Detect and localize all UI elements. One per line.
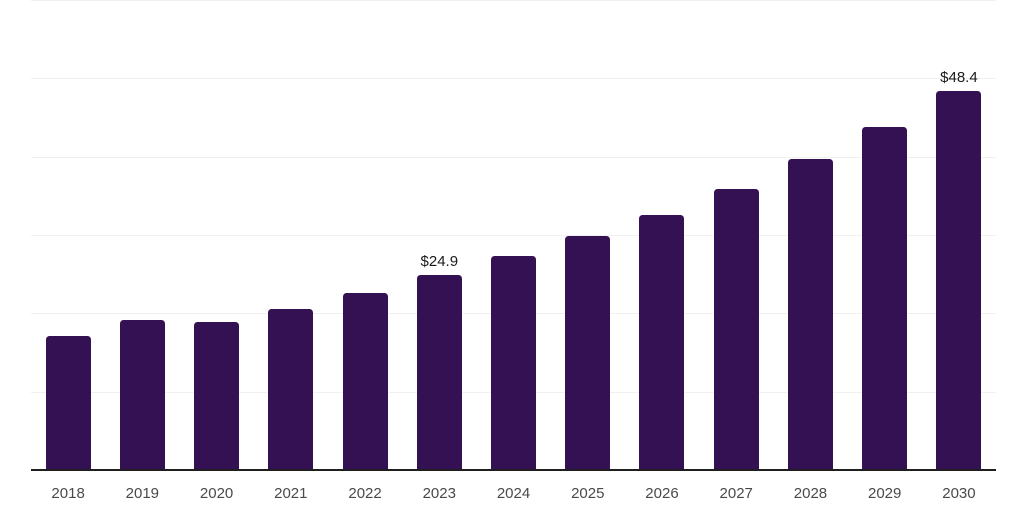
bar-slot-2021 <box>254 0 328 470</box>
bar-2018[interactable] <box>45 336 91 470</box>
x-tick-2018: 2018 <box>51 485 85 502</box>
bar-slot-2022 <box>328 0 402 470</box>
bar-2024[interactable] <box>491 256 537 470</box>
bar-slot-2018 <box>31 0 105 470</box>
x-tick-2022: 2022 <box>348 485 382 502</box>
bar-2028[interactable] <box>787 159 833 470</box>
value-label-2023: $24.9 <box>420 253 459 270</box>
x-tick-2030: 2030 <box>942 485 976 502</box>
bar-slot-2029 <box>848 0 922 470</box>
bar-2030[interactable] <box>936 90 982 470</box>
bar-2026[interactable] <box>639 214 685 470</box>
plot-area: $24.9 $48.4 <box>31 0 996 471</box>
bar-2025[interactable] <box>565 235 611 470</box>
gridline-60 <box>31 0 996 1</box>
bar-2022[interactable] <box>342 293 388 470</box>
bar-2023[interactable] <box>416 275 462 470</box>
bar-2027[interactable] <box>713 188 759 470</box>
bar-2020[interactable] <box>194 322 240 470</box>
x-tick-2024: 2024 <box>496 485 531 502</box>
x-axis-labels: 2018 2019 2020 2021 2022 2023 2024 2025 2026 2027… <box>31 484 996 503</box>
x-tick-2019: 2019 <box>125 485 160 502</box>
bar-slot-2028 <box>773 0 847 470</box>
gridline-30 <box>31 235 996 236</box>
x-tick-2026: 2026 <box>645 485 679 502</box>
x-tick-2029: 2029 <box>868 485 902 502</box>
value-label-2030: $48.4 <box>940 68 978 86</box>
x-tick-2020: 2020 <box>199 485 234 502</box>
x-tick-2025: 2025 <box>571 485 605 502</box>
bar-2021[interactable] <box>268 308 314 470</box>
gridline-50 <box>31 78 996 80</box>
gridline-40 <box>31 156 996 158</box>
x-tick-2027: 2027 <box>719 485 753 502</box>
bars-row: $24.9 $48.4 <box>31 0 996 470</box>
x-tick-2023: 2023 <box>422 485 456 502</box>
bar-2029[interactable] <box>862 126 908 470</box>
x-tick-2028: 2028 <box>793 485 828 502</box>
bar-slot-2019 <box>105 0 179 470</box>
x-tick-2021: 2021 <box>274 485 308 502</box>
bar-2019[interactable] <box>119 319 165 470</box>
bar-slot-2026 <box>625 0 699 470</box>
bar-slot-2025 <box>551 0 625 470</box>
bar-slot-2024 <box>476 0 550 470</box>
bar-slot-2030: $48.4 <box>922 0 996 470</box>
bar-slot-2020 <box>179 0 253 470</box>
bar-slot-2027 <box>699 0 773 470</box>
bar-slot-2023: $24.9 <box>402 0 476 470</box>
x-axis-line <box>31 469 996 471</box>
